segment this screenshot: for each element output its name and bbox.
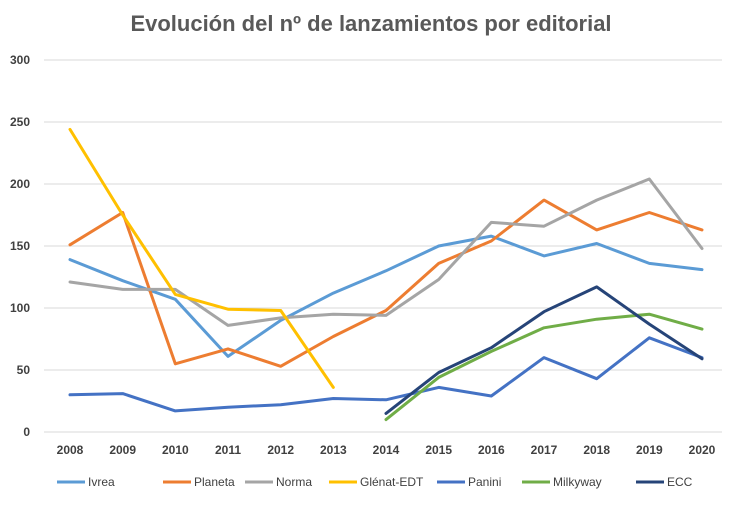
legend-item: ECC [636, 475, 693, 489]
x-axis-ticks: 2008 2009 2010 2011 2012 2013 2014 2015 2016 2017… [57, 443, 716, 457]
y-axis-ticks: 0 50 100 150 200 250 300 [10, 53, 30, 439]
series-line-panini [68, 336, 704, 413]
legend-label: Glénat-EDT [360, 475, 424, 489]
x-tick-label: 2020 [689, 443, 716, 457]
series-line-milkyway [384, 312, 704, 422]
legend-item: Milkyway [522, 475, 602, 489]
series-line-ivrea [68, 234, 704, 358]
series-line-gl-nat-edt [68, 127, 335, 389]
series-lines [68, 127, 704, 422]
legend-item: Norma [245, 475, 312, 489]
x-tick-label: 2019 [636, 443, 663, 457]
y-tick-label: 100 [10, 301, 30, 315]
series-line-planeta [68, 198, 704, 368]
legend-item: Planeta [163, 475, 235, 489]
x-tick-label: 2015 [425, 443, 452, 457]
x-tick-label: 2009 [109, 443, 136, 457]
y-tick-label: 200 [10, 177, 30, 191]
y-tick-label: 300 [10, 53, 30, 67]
legend-label: Norma [276, 475, 312, 489]
legend: Ivrea Planeta Norma Glénat-EDT Panini Milkywa… [57, 475, 693, 489]
y-tick-label: 0 [23, 425, 30, 439]
legend-label: Ivrea [88, 475, 115, 489]
x-tick-label: 2016 [478, 443, 505, 457]
y-tick-label: 250 [10, 115, 30, 129]
legend-label: Panini [468, 475, 501, 489]
x-tick-label: 2008 [57, 443, 84, 457]
y-tick-label: 50 [17, 363, 31, 377]
legend-item: Panini [437, 475, 501, 489]
legend-label: Milkyway [553, 475, 602, 489]
y-tick-label: 150 [10, 239, 30, 253]
legend-item: Ivrea [57, 475, 115, 489]
series-line-norma [68, 177, 704, 327]
series-line-ecc [384, 285, 704, 415]
x-tick-label: 2011 [215, 443, 241, 457]
x-tick-label: 2017 [531, 443, 558, 457]
legend-item: Glénat-EDT [329, 475, 424, 489]
x-tick-label: 2012 [267, 443, 294, 457]
legend-label: Planeta [194, 475, 235, 489]
x-tick-label: 2013 [320, 443, 347, 457]
x-tick-label: 2010 [162, 443, 189, 457]
chart-title: Evolución del nº de lanzamientos por edi… [130, 11, 611, 36]
gridlines [44, 59, 722, 433]
x-tick-label: 2018 [583, 443, 610, 457]
legend-label: ECC [667, 475, 693, 489]
x-tick-label: 2014 [373, 443, 400, 457]
